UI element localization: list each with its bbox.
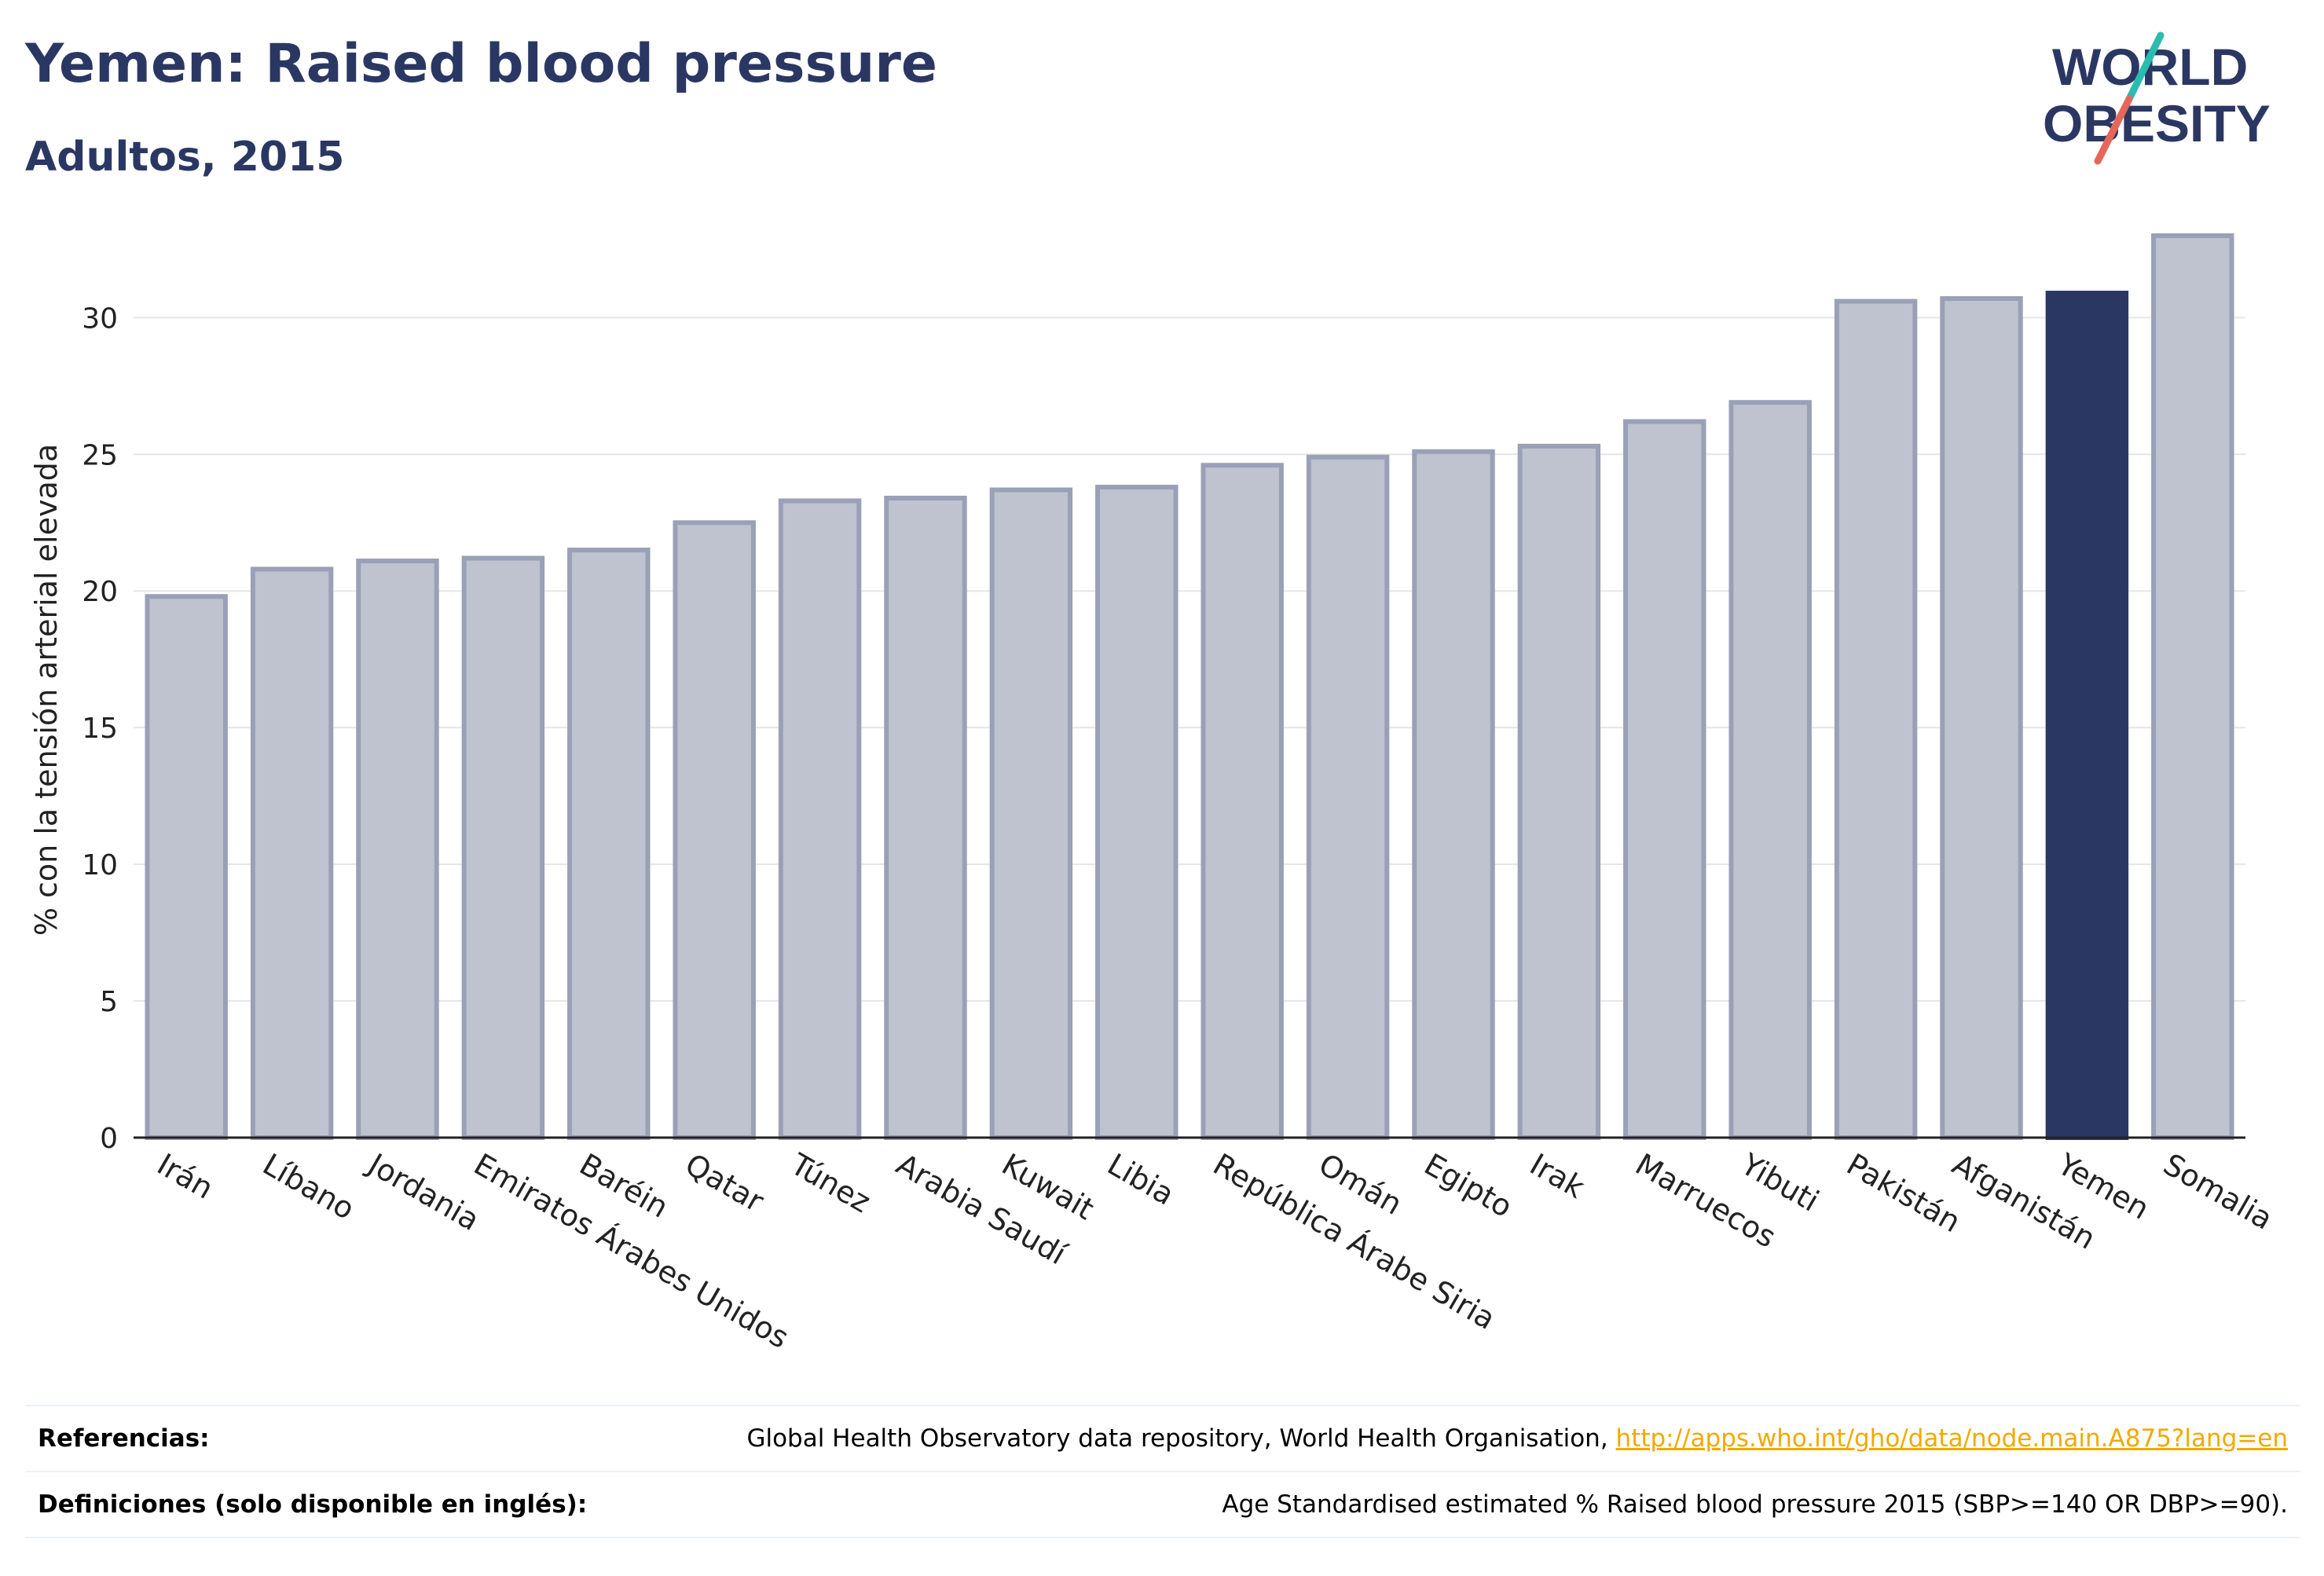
chart-title: Yemen: Raised blood pressure — [25, 33, 937, 95]
bar-somalia — [2151, 233, 2234, 1140]
bar-pakist-n — [1834, 299, 1918, 1140]
bar-qatar — [673, 520, 756, 1140]
bar-arabia-saud- — [884, 495, 967, 1140]
logo-line2: OBESITY — [2043, 94, 2271, 152]
bar-ir-n — [145, 594, 228, 1140]
x-tick-label: Egipto — [1419, 1147, 1519, 1225]
bar-irak — [1517, 443, 1601, 1140]
bar-afganist-n — [1940, 296, 2023, 1141]
bar-yemen — [2045, 291, 2129, 1140]
grid-lines — [134, 317, 2245, 1002]
logo-line1: WORLD — [2052, 38, 2248, 96]
bar-egipto — [1412, 449, 1495, 1140]
y-tick-label: 30 — [82, 302, 118, 335]
bar-emiratos-rabes-unidos — [461, 555, 545, 1140]
bar-t-nez — [778, 498, 862, 1140]
y-tick-label: 25 — [82, 439, 118, 471]
references-row: Referencias: Global Health Observatory d… — [25, 1405, 2300, 1471]
bar-kuwait — [989, 487, 1073, 1140]
bar-jordania — [356, 558, 439, 1140]
x-tick-label: Líbano — [257, 1147, 361, 1226]
references-link[interactable]: http://apps.who.int/gho/data/node.main.A… — [1615, 1424, 2288, 1453]
x-tick-label: Pakistán — [1841, 1147, 1967, 1240]
definitions-row: Definiciones (solo disponible en inglés)… — [25, 1471, 2300, 1538]
definitions-label: Definiciones (solo disponible en inglés)… — [38, 1490, 588, 1519]
y-tick-label: 10 — [82, 849, 118, 881]
x-tick-label: Qatar — [680, 1147, 770, 1219]
y-axis-label: % con la tensión arterial elevada — [29, 444, 64, 936]
bar-bar-in — [567, 548, 651, 1140]
bar-yibuti — [1728, 400, 1812, 1140]
x-tick-label: Irán — [152, 1147, 219, 1206]
x-tick-label: Irak — [1524, 1147, 1590, 1205]
y-tick-label: 0 — [100, 1123, 118, 1155]
y-tick-label: 5 — [100, 986, 118, 1018]
references-label: Referencias: — [38, 1424, 210, 1453]
bar-om-n — [1306, 454, 1390, 1140]
bars — [145, 233, 2234, 1141]
x-tick-label: Jordania — [361, 1146, 486, 1237]
references-text: Global Health Observatory data repositor… — [746, 1424, 1616, 1453]
chart-subtitle: Adultos, 2015 — [25, 134, 345, 181]
y-tick-label: 20 — [82, 576, 118, 608]
world-obesity-logo: WORLD OBESITY — [2043, 31, 2271, 165]
bar-libia — [1095, 485, 1178, 1140]
definitions-value: Age Standardised estimated % Raised bloo… — [1222, 1490, 2288, 1519]
x-tick-label: Somalia — [2157, 1147, 2278, 1237]
x-tick-label: Túnez — [784, 1146, 876, 1219]
references-value: Global Health Observatory data repositor… — [746, 1424, 2300, 1453]
x-tick-label: Libia — [1102, 1147, 1180, 1212]
bar-rep-blica-rabe-siria — [1200, 463, 1284, 1140]
bar-marruecos — [1623, 419, 1706, 1140]
y-tick-label: 15 — [82, 713, 118, 745]
references-table: Referencias: Global Health Observatory d… — [25, 1405, 2300, 1538]
bar-l-bano — [250, 566, 334, 1140]
